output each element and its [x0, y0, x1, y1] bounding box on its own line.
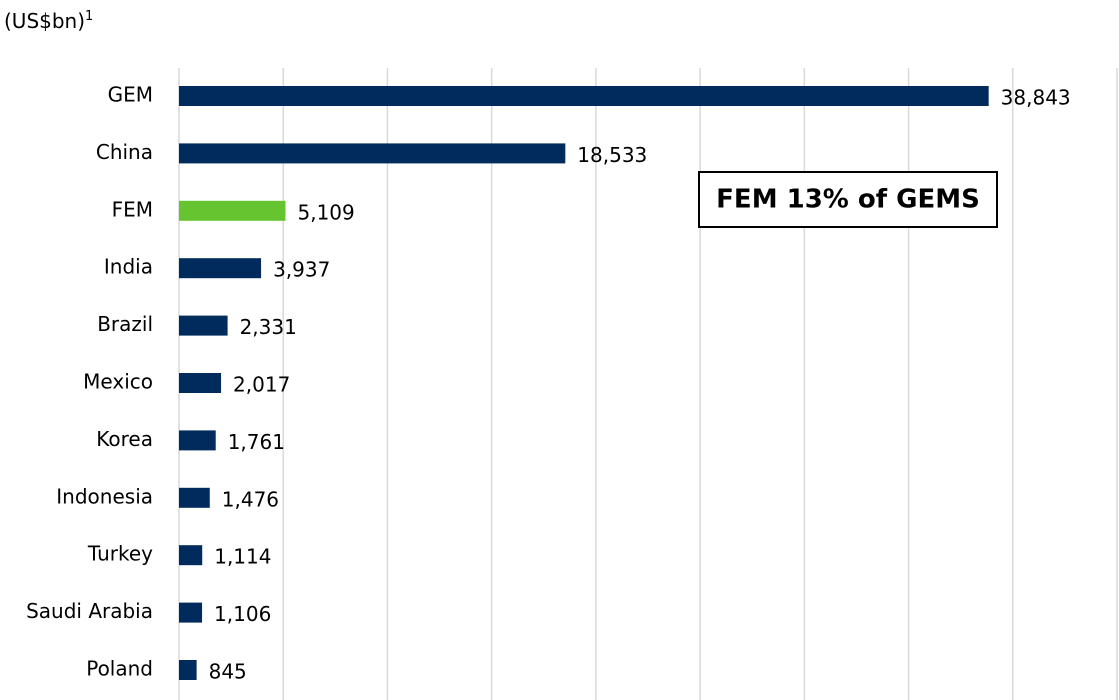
footnote-marker: 1	[85, 9, 93, 24]
bar	[179, 545, 203, 566]
value-label: 845	[209, 660, 247, 684]
category-label: Mexico	[83, 370, 153, 394]
value-label: 3,937	[273, 258, 330, 282]
bar	[179, 487, 210, 508]
annotation: FEM 13% of GEMS	[716, 185, 980, 215]
unit-label: (US$bn)1	[4, 9, 93, 33]
bar	[179, 258, 262, 279]
category-label: FEM	[112, 197, 153, 221]
bar	[179, 315, 228, 336]
category-label: Korea	[96, 427, 153, 451]
category-label: Brazil	[97, 312, 153, 336]
bar	[179, 86, 989, 106]
category-label: Indonesia	[56, 484, 153, 508]
category-label: Turkey	[87, 542, 153, 566]
bar	[179, 373, 222, 393]
value-label: 1,106	[214, 602, 271, 626]
value-label: 1,476	[222, 487, 279, 511]
value-label: 2,331	[240, 315, 297, 339]
bar	[179, 143, 566, 164]
value-label: 38,843	[1001, 86, 1071, 110]
category-label: Poland	[86, 657, 153, 681]
value-label: 2,017	[233, 373, 290, 397]
bar	[179, 660, 197, 680]
value-label: 18,533	[577, 143, 647, 167]
unit-text: (US$bn)	[4, 9, 85, 33]
value-label: 5,109	[297, 200, 354, 224]
category-label: India	[104, 255, 153, 279]
bar	[179, 200, 286, 221]
category-label: China	[96, 140, 153, 164]
value-label: 1,761	[228, 430, 285, 454]
category-label: GEM	[108, 83, 153, 107]
bar	[179, 430, 216, 451]
annotation-box	[698, 171, 998, 228]
category-label: Saudi Arabia	[26, 599, 153, 623]
bar	[179, 602, 203, 623]
value-label: 1,114	[214, 545, 271, 569]
